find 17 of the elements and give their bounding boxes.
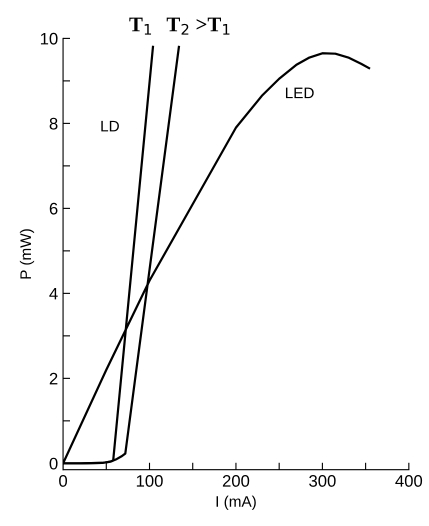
x-tick-label: 300 [309, 475, 336, 487]
series-label: T$_{2}$ >T$_{1}$ [166, 18, 230, 35]
x-tick-label: 0 [59, 475, 68, 487]
series-label: T$_{1}$ [129, 18, 152, 35]
y-tick-label: 8 [50, 118, 58, 130]
series-label: LED [286, 88, 314, 98]
x-tick-label: 200 [222, 475, 250, 487]
y-tick-label: 10 [40, 32, 58, 45]
y-tick-label: 6 [50, 202, 58, 215]
y-tick-label: 2 [50, 372, 58, 384]
x-axis-title: I (mA) [216, 496, 256, 510]
y-tick-label: 0 [50, 458, 58, 470]
y-axis-title: P (mW) [20, 229, 34, 279]
x-tick-label: 100 [136, 475, 163, 487]
annotation: LD [101, 120, 119, 132]
x-tick-label: 400 [395, 475, 422, 487]
y-tick-label: 4 [49, 288, 58, 300]
